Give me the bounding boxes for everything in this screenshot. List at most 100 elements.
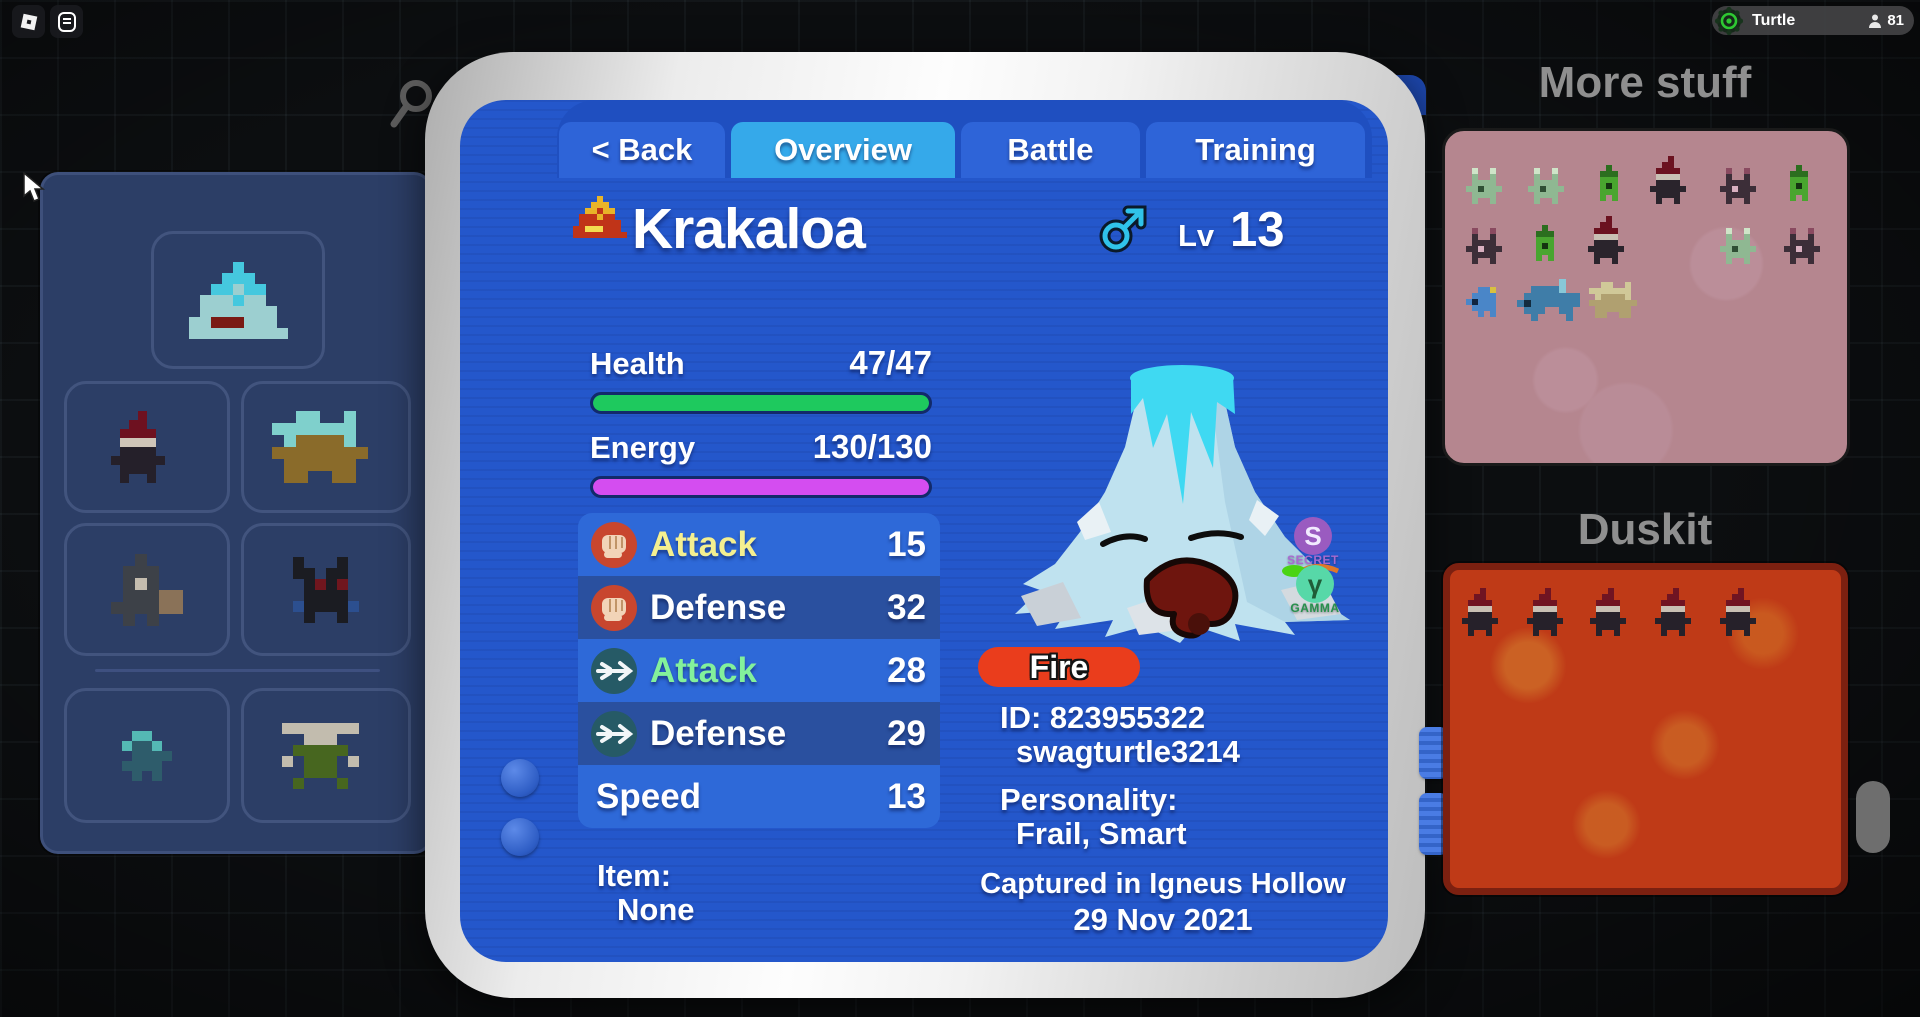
wind-arrow-icon bbox=[591, 710, 637, 757]
more-stuff-fish-glyph bbox=[1466, 287, 1496, 317]
more-stuff-sprite-11 bbox=[1466, 287, 1502, 317]
duskit-panel bbox=[1443, 563, 1848, 895]
duskit-sprite-0 bbox=[1462, 588, 1510, 636]
more-stuff-sprite-3 bbox=[1650, 156, 1698, 204]
item-value: None bbox=[617, 892, 695, 927]
party-slot-leaf-hat[interactable] bbox=[241, 688, 411, 823]
wind-arrow-icon bbox=[591, 647, 637, 694]
stat-row-attack-0: Attack 15 bbox=[578, 513, 940, 576]
chat-list-icon[interactable] bbox=[50, 5, 83, 38]
scrollbar-thumb[interactable] bbox=[1856, 781, 1890, 853]
stat-value: 32 bbox=[887, 587, 926, 627]
duskit-sprite-2 bbox=[1590, 588, 1638, 636]
more-stuff-sprite-13 bbox=[1589, 282, 1643, 318]
team-gear-icon bbox=[1714, 6, 1744, 35]
more-stuff-quad-glyph bbox=[1720, 168, 1756, 204]
duskit-sprite-3 bbox=[1655, 588, 1703, 636]
bezel-light-2 bbox=[501, 818, 539, 856]
more-stuff-tall-glyph bbox=[1536, 225, 1554, 261]
duskit-sprite-4 bbox=[1720, 588, 1768, 636]
duskit-sprite-1 bbox=[1527, 588, 1575, 636]
more-stuff-witch-glyph bbox=[1588, 216, 1624, 264]
duskit-witch-glyph bbox=[1590, 588, 1626, 636]
more-stuff-sprite-10 bbox=[1784, 228, 1820, 264]
stats-table: Attack 15 Defense 32 Attack 28 Defense 29 Speed 1… bbox=[578, 513, 940, 828]
dark-wolf-sprite bbox=[293, 556, 359, 623]
more-stuff-quad-glyph bbox=[1720, 228, 1756, 264]
item-label: Item: bbox=[597, 858, 672, 893]
health-bar-track bbox=[590, 392, 932, 414]
more-stuff-shark-glyph bbox=[1517, 279, 1580, 321]
stat-value: 28 bbox=[887, 650, 926, 690]
duskit-witch-glyph bbox=[1462, 588, 1498, 636]
more-stuff-sprite-8 bbox=[1588, 216, 1636, 264]
more-stuff-sprite-4 bbox=[1720, 168, 1756, 204]
health-bar-group: Health 47/47 bbox=[590, 344, 932, 414]
secret-marker: S SECRET bbox=[1278, 517, 1348, 567]
stat-label: Attack bbox=[650, 650, 757, 690]
more-stuff-quad-glyph bbox=[1466, 228, 1502, 264]
more-stuff-sprite-5 bbox=[1784, 165, 1820, 201]
party-slot-krakaloa-icy[interactable] bbox=[151, 231, 325, 369]
more-stuff-sprite-7 bbox=[1530, 225, 1566, 261]
party-slot-dark-wolf[interactable] bbox=[241, 523, 411, 656]
secret-label: SECRET bbox=[1287, 553, 1339, 567]
sack-knight-sprite bbox=[111, 553, 183, 626]
stat-label: Defense bbox=[650, 713, 787, 753]
type-badge-fire: Fire bbox=[978, 647, 1140, 687]
tab-overview[interactable]: Overview bbox=[731, 122, 955, 178]
level-label: Lv bbox=[1178, 218, 1215, 253]
more-stuff-sprite-0 bbox=[1466, 168, 1502, 204]
more-stuff-quad-glyph bbox=[1528, 168, 1564, 204]
energy-label: Energy bbox=[590, 430, 696, 465]
party-panel bbox=[40, 172, 432, 854]
stat-row-speed-4: Speed 13 bbox=[578, 765, 940, 828]
player-name: Turtle bbox=[1752, 11, 1796, 29]
player-badge[interactable]: Turtle 81 bbox=[1712, 6, 1914, 35]
creature-name: Krakaloa bbox=[632, 197, 866, 261]
captured-location: Captured in Igneus Hollow bbox=[980, 868, 1346, 900]
more-stuff-sprite-6 bbox=[1466, 228, 1502, 264]
energy-bar-group: Energy 130/130 bbox=[590, 428, 932, 498]
krakaloa-mini-sprite bbox=[573, 196, 627, 238]
creature-id: ID: 823955322 bbox=[1000, 700, 1206, 735]
gamma-icon: γ bbox=[1296, 565, 1334, 603]
stat-label: Attack bbox=[650, 524, 757, 564]
tab-bar: < Back Overview Battle Training bbox=[559, 122, 1365, 178]
health-label: Health bbox=[590, 346, 685, 381]
more-stuff-sprite-2 bbox=[1594, 165, 1630, 201]
roblox-menu-icon[interactable] bbox=[12, 5, 45, 38]
chat-list-glyph bbox=[57, 11, 76, 32]
energy-value: 130/130 bbox=[812, 428, 932, 465]
dark-vampire-sprite bbox=[111, 411, 165, 483]
stat-row-defense-3: Defense 29 bbox=[578, 702, 940, 765]
more-stuff-sprite-12 bbox=[1517, 279, 1587, 321]
stat-value: 15 bbox=[887, 524, 926, 564]
secret-icon: S bbox=[1294, 517, 1332, 555]
party-slot-teal-hatchling[interactable] bbox=[64, 688, 230, 823]
stat-value: 29 bbox=[887, 713, 926, 753]
owner-name: swagturtle3214 bbox=[1016, 734, 1240, 769]
party-slot-sack-knight[interactable] bbox=[64, 523, 230, 656]
gamma-label: GAMMA bbox=[1290, 601, 1340, 615]
fist-icon bbox=[591, 584, 637, 631]
more-stuff-tall-glyph bbox=[1600, 165, 1618, 201]
tab-battle[interactable]: Battle bbox=[961, 122, 1140, 178]
tab-training[interactable]: Training bbox=[1146, 122, 1365, 178]
search-icon[interactable] bbox=[390, 78, 436, 130]
party-divider bbox=[95, 669, 380, 672]
more-stuff-sprite-9 bbox=[1720, 228, 1756, 264]
teal-hatchling-sprite bbox=[122, 730, 172, 781]
gamma-marker: γ GAMMA bbox=[1280, 564, 1350, 615]
more-stuff-sprite-1 bbox=[1528, 168, 1564, 204]
krakaloa-pixel-icon bbox=[573, 196, 627, 238]
leaf-hat-sprite bbox=[282, 722, 359, 789]
tab-back[interactable]: < Back bbox=[559, 122, 725, 178]
fist-icon bbox=[591, 521, 637, 568]
party-slot-dark-vampire[interactable] bbox=[64, 381, 230, 513]
male-gender-icon bbox=[1099, 205, 1147, 253]
party-slot-maned-beast[interactable] bbox=[241, 381, 411, 513]
duskit-title: Duskit bbox=[1577, 505, 1713, 554]
more-stuff-panel bbox=[1442, 128, 1850, 466]
more-stuff-quad-glyph bbox=[1466, 168, 1502, 204]
